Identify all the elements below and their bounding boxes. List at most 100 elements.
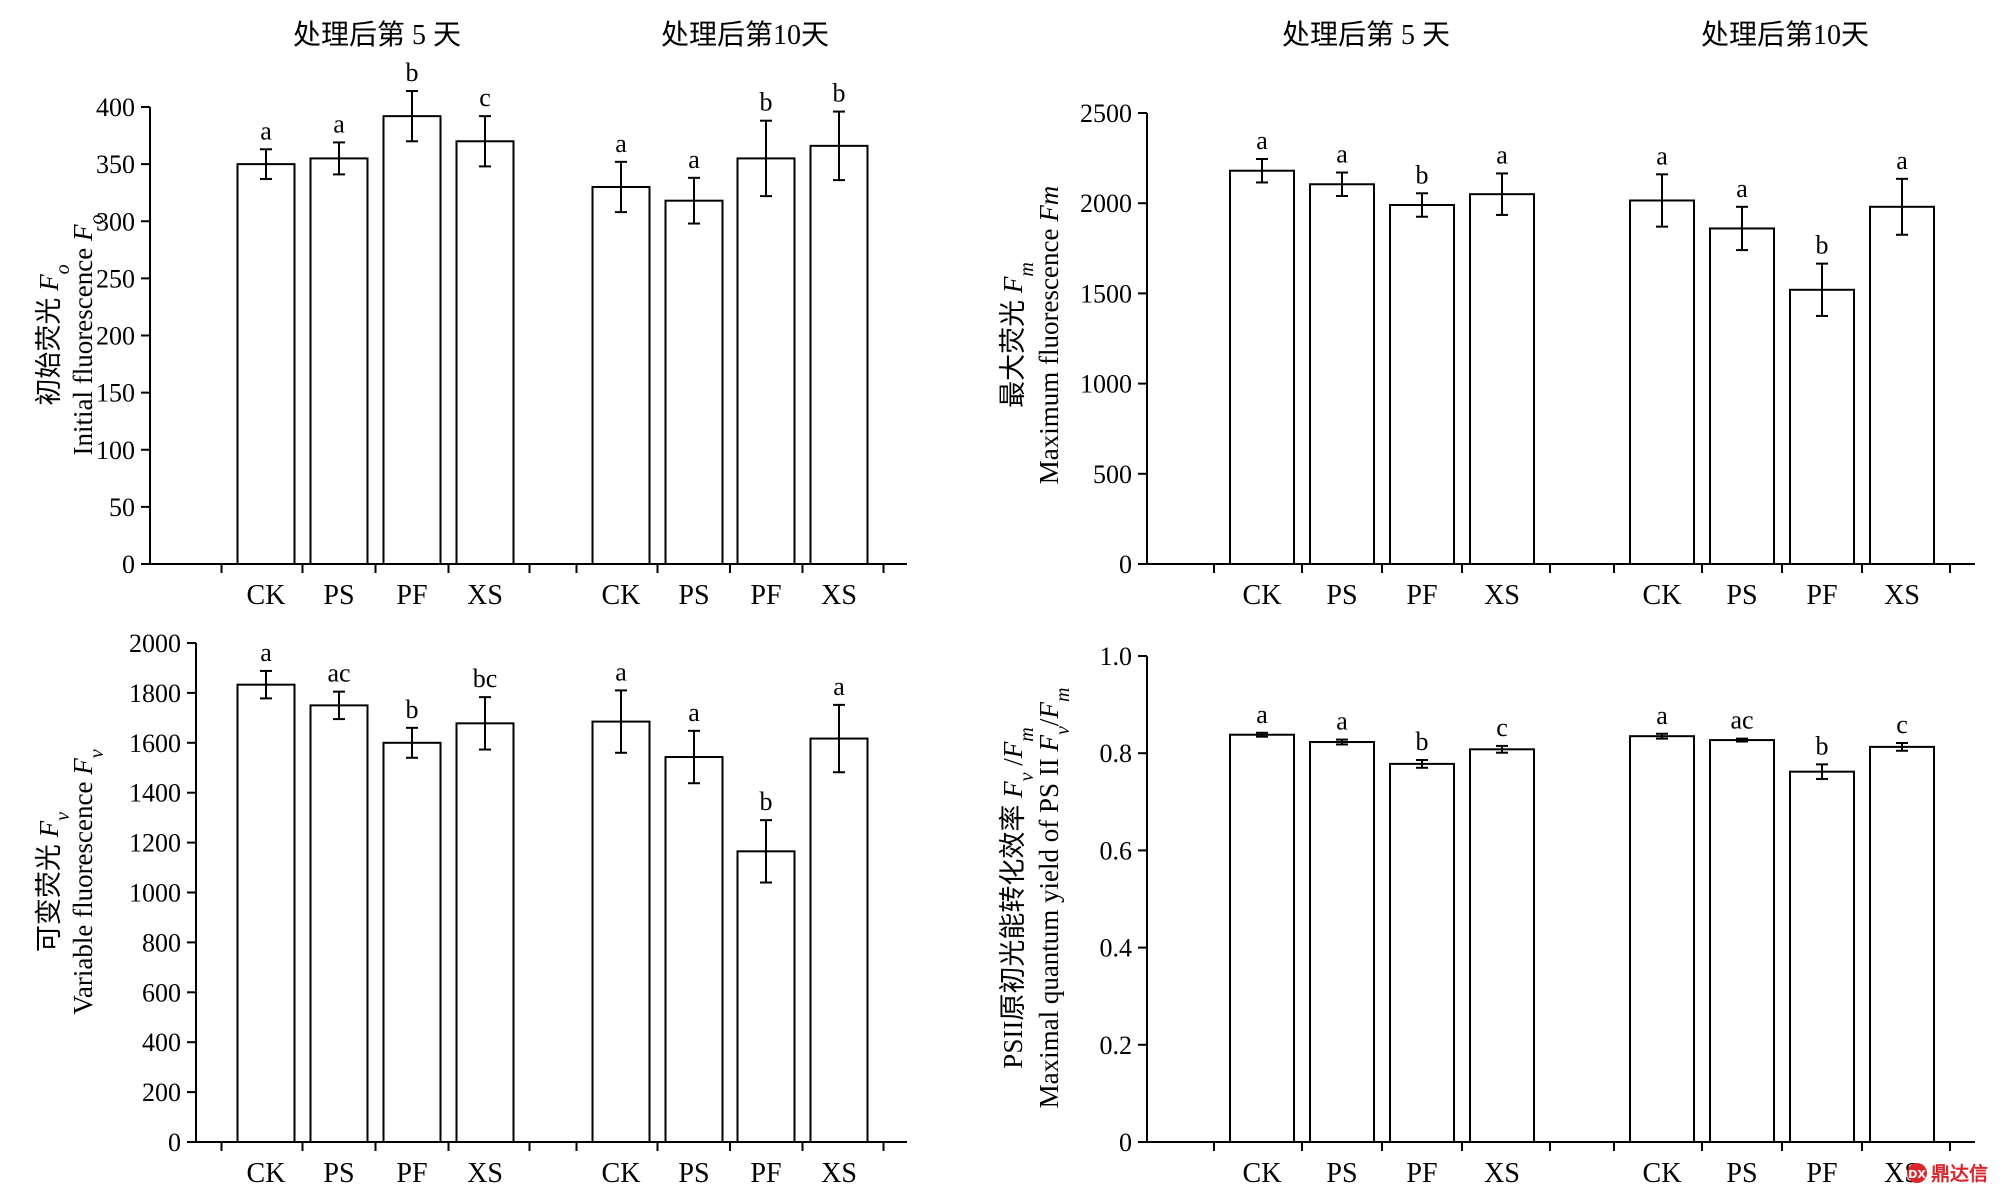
category-label: XS [1484,1158,1520,1189]
significance-letter: a [1496,140,1508,169]
bar [1709,739,1775,1143]
significance-letter: a [1736,174,1748,203]
category-label: PS [323,1158,354,1189]
bar [1789,770,1855,1144]
y-tick-label: 1600 [129,729,181,758]
significance-letter: a [688,145,700,174]
category-label: PF [750,1158,781,1189]
category-label: PF [1406,1158,1437,1189]
y-tick-label: 2000 [1080,189,1132,218]
bar [591,720,651,1144]
significance-letter: a [688,698,700,727]
significance-letter: ac [1730,706,1753,735]
bar [455,722,515,1143]
watermark-text: 鼎达信 [1931,1162,1988,1185]
significance-letter: b [760,787,773,816]
bar [236,683,296,1143]
category-label: PF [396,580,427,611]
y-tick-label: 400 [142,1028,181,1057]
category-label: XS [467,580,503,611]
significance-letter: b [1816,231,1829,260]
category-label: CK [1643,580,1682,611]
y-tick-label: 0.6 [1100,836,1133,865]
y-tick-label: 1400 [129,779,181,808]
y-tick-label: 0 [168,1128,181,1157]
y-tick-label: 100 [96,436,135,465]
header-left-day5: 处理后第 5 天 [293,19,461,51]
y-tick-label: 500 [1093,460,1132,489]
chart-variable-fluorescence: 0 200 400 600 800 1000 1200 1400 1600 1800 2000 a CK… [34,629,907,1189]
bar [1869,205,1935,565]
y-tick-label: 250 [96,264,135,293]
bar [236,163,296,565]
significance-letter: c [1896,710,1908,739]
significance-letter: b [1416,160,1429,189]
y-tick-label: 0.8 [1100,739,1133,768]
y-tick-label: 1500 [1080,279,1132,308]
significance-letter: a [1656,141,1668,170]
category-label: PS [1726,580,1757,611]
bar [809,737,869,1143]
y-tick-label: 1200 [129,829,181,858]
category-label: PF [1806,580,1837,611]
bar [309,704,369,1143]
category-label: PS [1326,1158,1357,1189]
y-axis-label-cn: PSII原初光能转化效率 Fv /Fm [998,727,1038,1068]
category-label: CK [1243,580,1282,611]
category-label: XS [1484,580,1520,611]
y-tick-label: 300 [96,207,135,236]
category-label: CK [247,580,286,611]
y-tick-label: 50 [109,493,135,522]
significance-letter: a [1336,707,1348,736]
category-label: PS [678,1158,709,1189]
bar [664,756,724,1143]
y-tick-label: 2000 [129,629,181,658]
y-tick-label: 400 [96,93,135,122]
bar [809,144,869,565]
category-label: XS [821,1158,857,1189]
y-tick-label: 2500 [1080,99,1132,128]
category-label: PF [396,1158,427,1189]
y-axis-label-cn: 初始荧光 Fo [34,264,74,405]
bar [1389,204,1455,565]
y-axis-label-en: Variable fluorescence Fv [68,749,108,1014]
significance-letter: b [1416,727,1429,756]
category-label: PS [323,580,354,611]
category-label: CK [602,1158,641,1189]
y-tick-label: 1800 [129,679,181,708]
significance-letter: b [406,695,419,724]
y-axis-label-en: Maximum fluorescence Fm [1034,186,1064,484]
chart-initial-fluorescence: 0 50 100 150 200 250 300 350 400 a CK a PS b PF c XS a CK a… [34,58,907,611]
bar [664,199,724,565]
bar [1629,199,1695,566]
bar [1869,745,1935,1144]
bar [309,157,369,565]
y-tick-label: 0 [122,550,135,579]
significance-letter: a [1656,701,1668,730]
category-label: PS [678,580,709,611]
category-label: XS [1884,580,1920,611]
bar [1389,762,1455,1144]
y-tick-label: 150 [96,379,135,408]
significance-letter: c [479,83,491,112]
significance-letter: b [833,79,846,108]
significance-letter: b [1816,731,1829,760]
category-label: PF [750,580,781,611]
category-label: PS [1326,580,1357,611]
bar [1789,288,1855,565]
significance-letter: a [1256,126,1268,155]
y-tick-label: 0.4 [1100,934,1133,963]
y-tick-label: 1000 [129,879,181,908]
category-label: CK [247,1158,286,1189]
y-axis-label-cn: 最大荧光 Fm [998,262,1038,408]
category-label: PF [1806,1158,1837,1189]
header-right-day5: 处理后第 5 天 [1282,19,1450,51]
significance-letter: a [615,129,627,158]
significance-letter: a [1256,700,1268,729]
significance-letter: a [260,116,272,145]
y-tick-label: 200 [142,1078,181,1107]
header-right-day10: 处理后第10天 [1701,19,1869,51]
y-tick-label: 1.0 [1100,642,1133,671]
significance-letter: a [333,109,345,138]
y-axis-label-en: Maximal quantum yield of PS II Fv/Fm [1034,688,1074,1109]
